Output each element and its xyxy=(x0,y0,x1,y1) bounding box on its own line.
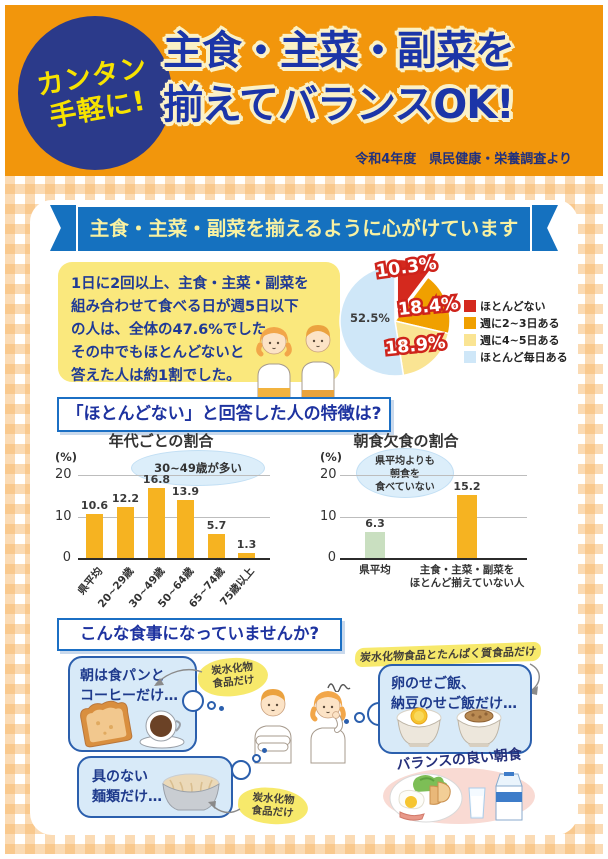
section1-ribbon-title: 主食・主菜・副菜を揃えるように心がけていますか? xyxy=(78,207,530,284)
bar xyxy=(117,507,134,558)
bar-value-label: 12.2 xyxy=(111,492,140,506)
thought-circle xyxy=(182,690,204,712)
bar xyxy=(177,500,194,558)
bar-value-label: 5.7 xyxy=(206,519,227,533)
bar xyxy=(365,531,385,558)
pie-slice xyxy=(394,320,450,377)
bar-value-label: 1.3 xyxy=(236,537,257,551)
pie-slice xyxy=(339,265,405,377)
thought-dot xyxy=(219,706,224,711)
milk-carton-icon xyxy=(495,772,523,821)
source-note: 令和4年度 県民健康・栄養調査より xyxy=(355,152,572,167)
pie-slices xyxy=(339,258,451,377)
couple-illustration xyxy=(256,325,335,398)
thought-circle xyxy=(231,760,251,780)
legend-swatch-orange xyxy=(464,316,476,329)
gridline xyxy=(340,475,527,476)
bar-value-label: 13.9 xyxy=(171,485,200,499)
breakfast-chart: 朝食欠食の割合 (%) 県平均よりも 朝食を 食べていない 010206.3県平… xyxy=(320,430,535,608)
legend-item: ほとんどない xyxy=(464,297,568,314)
note-line: 1日に2回以上、主食・主菜・副菜を xyxy=(71,276,309,292)
pie-chart xyxy=(339,258,451,377)
x-category-label: 県平均 xyxy=(359,564,391,576)
milk-glass-icon xyxy=(468,787,486,819)
page-title-line2: 揃えてバランスOK! xyxy=(163,82,514,128)
y-tick-label: 10 xyxy=(320,508,337,524)
bar-value-label: 15.2 xyxy=(453,479,481,493)
age-chart: 年代ごとの割合 (%) 30~49歳が多い 0 10 20 10.6 県平均 12.2 20… xyxy=(55,430,315,610)
y-tick-label: 20 xyxy=(55,467,72,482)
y-tick-label: 20 xyxy=(320,467,337,482)
legend-item: 週に2~3日ある xyxy=(464,314,568,331)
x-axis xyxy=(340,558,527,560)
thought-dot xyxy=(344,719,349,724)
page-title-line1: 主食・主菜・副菜を xyxy=(163,28,515,74)
natto-rice-bowl-icon xyxy=(456,708,502,747)
bar-value-label: 10.6 xyxy=(80,499,109,512)
note-line: の人は、全体の47.6%でした。 xyxy=(71,322,281,338)
pie-value-everyday: 52.5% xyxy=(350,311,390,325)
gridline xyxy=(78,475,270,476)
note-line: 組み合わせて食べる日が週5日以下 xyxy=(71,299,299,315)
y-tick-label: 0 xyxy=(327,550,336,565)
survey-note-box: 1日に2回以上、主食・主菜・副菜を 組み合わせて食べる日が週5日以下 の人は、全… xyxy=(58,262,340,384)
bar-value-label: 16.8 xyxy=(142,473,171,487)
pie-legend: ほとんどない 週に2~3日ある 週に4~5日ある ほとんど毎日ある xyxy=(464,297,568,365)
couple-arms-crossed-illustration xyxy=(254,689,346,764)
egg-rice-bowl-icon xyxy=(396,707,442,747)
gridline xyxy=(340,516,527,518)
bar-value-label: 6.3 xyxy=(365,516,385,530)
thought-circle xyxy=(252,754,261,763)
bar xyxy=(208,534,225,558)
legend-swatch-red xyxy=(464,299,476,312)
badge-text: カンタン 手軽に! xyxy=(34,51,156,135)
page-title: 主食・主菜・副菜を 揃えてバランスOK! xyxy=(163,24,593,132)
bar xyxy=(238,552,255,558)
bar xyxy=(457,494,477,558)
breakfast-plate-icon xyxy=(389,773,463,823)
tag2-arrow xyxy=(208,801,241,814)
section3-title: こんな食事になっていませんか? xyxy=(57,618,342,651)
note-line: 答えた人は約1割でした。 xyxy=(71,368,241,384)
thought-circle xyxy=(354,712,365,723)
x-axis xyxy=(78,558,270,560)
breakfast-chart-annotation: 県平均よりも 朝食を 食べていない xyxy=(356,448,454,498)
bar xyxy=(148,488,165,558)
y-tick-label: 0 xyxy=(62,550,71,565)
age-chart-annotation: 30~49歳が多い xyxy=(131,450,265,486)
thought-dot xyxy=(262,748,267,753)
badge-circle: カンタン 手軽に! xyxy=(18,16,172,170)
legend-swatch-blue xyxy=(464,350,476,363)
toast-icon xyxy=(80,700,133,748)
gridline xyxy=(78,516,270,518)
pie-slice xyxy=(396,258,432,317)
x-category-label: 主食・主菜・副菜を ほとんど揃えていない人 xyxy=(409,564,525,589)
bar xyxy=(86,514,103,558)
legend-item: 週に4~5日ある xyxy=(464,331,568,348)
noodle-bowl-icon xyxy=(162,773,220,811)
y-tick-label: 10 xyxy=(55,508,72,524)
legend-item: ほとんど毎日ある xyxy=(464,348,568,365)
confusion-squiggle-icon xyxy=(327,683,351,692)
pie-slice xyxy=(393,276,451,335)
tag1-arrow xyxy=(154,668,203,686)
note-line: その中でもほとんどないと xyxy=(71,345,245,361)
legend-swatch-yellow xyxy=(464,333,476,346)
section2-title: 「ほとんどない」と回答した人の特徴は? xyxy=(57,397,391,432)
thought-circle xyxy=(207,701,216,710)
coffee-cup-icon xyxy=(139,710,185,749)
